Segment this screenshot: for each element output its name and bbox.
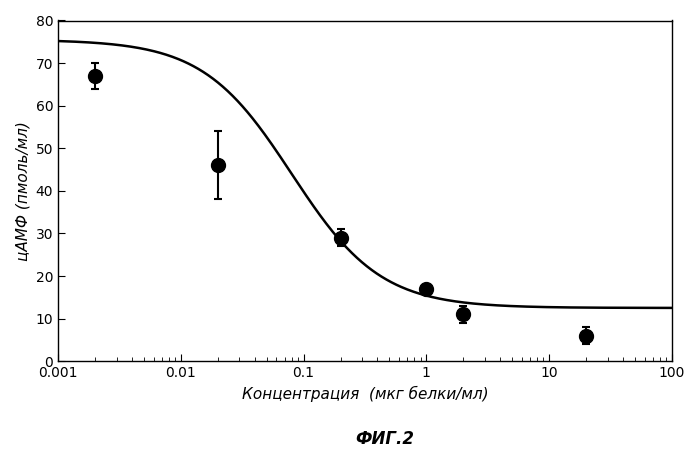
Text: ФИГ.2: ФИГ.2 (356, 430, 414, 448)
X-axis label: Концентрация  (мкг белки/мл): Концентрация (мкг белки/мл) (241, 386, 488, 402)
Y-axis label: цАМФ (пмоль/мл): цАМФ (пмоль/мл) (15, 121, 30, 261)
